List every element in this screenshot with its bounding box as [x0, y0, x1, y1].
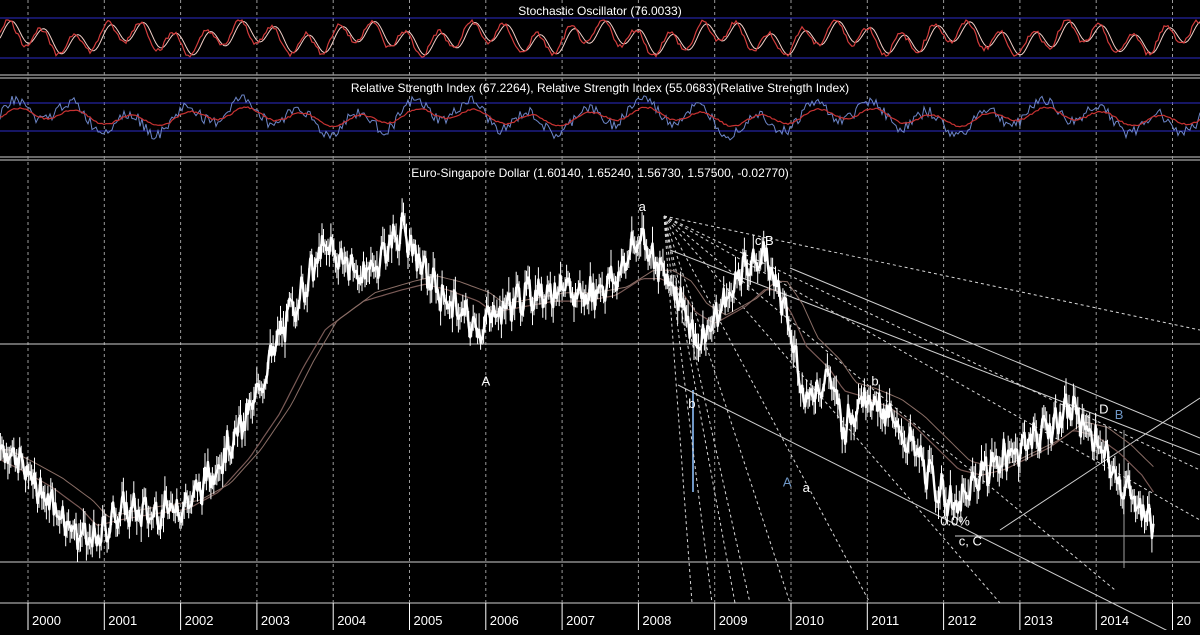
wave-label: c,B — [755, 233, 774, 248]
rsi-line-red — [0, 106, 1200, 128]
rsi-title: Relative Strength Index (67.2264), Relat… — [351, 81, 849, 95]
rsi-line-blue — [0, 94, 1200, 141]
wave-label: b — [871, 373, 878, 388]
fan-line — [663, 215, 751, 604]
price-panel: Euro-Singapore Dollar (1.60140, 1.65240,… — [0, 166, 1200, 633]
price-title: Euro-Singapore Dollar (1.60140, 1.65240,… — [411, 166, 789, 180]
wave-label: A — [481, 373, 490, 388]
x-tick-label: 2012 — [948, 613, 977, 628]
stochastic-line — [0, 18, 1200, 58]
x-tick-label: 2003 — [261, 613, 290, 628]
wave-label: c, C — [959, 533, 982, 548]
year-gridlines — [27, 0, 1173, 603]
wave-label: A — [783, 474, 792, 489]
fan-line — [663, 215, 1001, 604]
x-tick-label: 2002 — [185, 613, 214, 628]
x-tick-label: 2009 — [719, 613, 748, 628]
stochastic-panel: Stochastic Oscillator (76.0033) — [0, 4, 1200, 59]
channel-line — [999, 397, 1200, 531]
x-tick-label: 2007 — [566, 613, 595, 628]
fan-line — [663, 215, 1200, 521]
wave-label: 0.0% — [940, 514, 970, 529]
x-tick-label: 2014 — [1100, 613, 1129, 628]
wave-label: b — [688, 396, 695, 411]
x-tick-label: 2004 — [337, 613, 366, 628]
fan-line — [663, 215, 791, 604]
x-tick-label: 2001 — [108, 613, 137, 628]
x-tick-label: 2005 — [414, 613, 443, 628]
panel-frames — [0, 74, 1200, 604]
x-tick-label: 2008 — [642, 613, 671, 628]
x-tick-label: 2011 — [871, 613, 899, 628]
stochastic-signal-line — [0, 20, 1200, 56]
channel-line — [677, 384, 1171, 633]
channel-lines — [669, 249, 1200, 633]
x-tick-label: 2006 — [490, 613, 519, 628]
x-axis-ticks: 2000 2001 2002 2003 2004 2005 2006 2007 2008 2009… — [27, 603, 1191, 630]
channel-line — [669, 249, 1200, 456]
wave-label: a — [639, 199, 647, 214]
x-tick-label: 2000 — [32, 613, 61, 628]
fan-line — [663, 215, 871, 604]
fan-line — [663, 215, 713, 604]
x-tick-label: 2013 — [1024, 613, 1053, 628]
fan-line — [663, 215, 693, 604]
rsi-panel: Relative Strength Index (67.2264), Relat… — [0, 81, 1200, 141]
price-bars — [0, 198, 1154, 562]
wave-label: D — [1099, 401, 1108, 416]
wave-label: a — [803, 480, 811, 495]
x-tick-label: 20 — [1177, 613, 1191, 628]
stochastic-title: Stochastic Oscillator (76.0033) — [518, 4, 681, 18]
channel-line — [789, 267, 1200, 439]
wave-label: B — [1115, 407, 1124, 422]
x-tick-label: 2010 — [795, 613, 824, 628]
